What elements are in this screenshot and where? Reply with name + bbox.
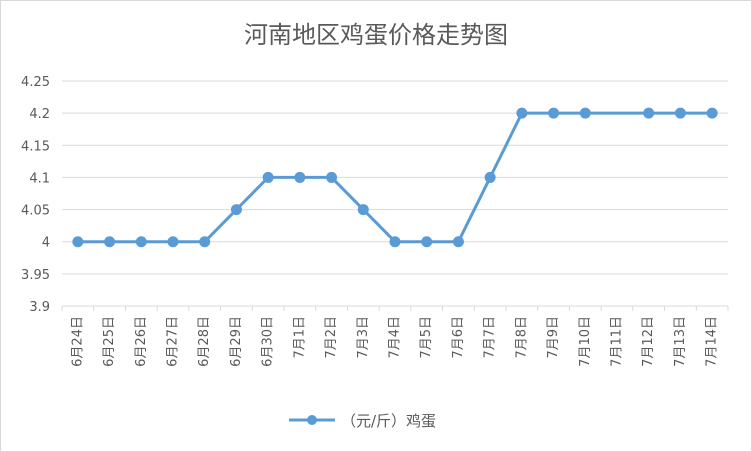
data-point [674,107,686,119]
x-tick-label: 6月25日 [102,316,117,367]
data-point [104,236,116,248]
data-point [72,236,84,248]
data-point [421,236,433,248]
x-tick-label: 7月5日 [419,316,434,359]
data-point [579,107,591,119]
x-tick-label: 7月12日 [641,316,656,367]
data-point [452,236,464,248]
y-tick-label: 4.15 [21,139,50,154]
y-tick-label: 4.2 [29,107,50,122]
y-tick-label: 4.25 [21,75,50,90]
x-tick-label: 6月30日 [261,316,276,367]
y-tick-label: 4.05 [21,204,50,219]
data-point [516,107,528,119]
x-tick-label: 7月2日 [324,316,339,359]
x-tick-label: 7月6日 [451,316,466,359]
data-point [326,171,338,183]
y-tick-label: 3.9 [29,300,50,315]
x-tick-label: 7月11日 [610,316,625,367]
x-tick-label: 6月29日 [229,316,244,367]
data-point [167,236,179,248]
x-tick-label: 7月10日 [578,316,593,367]
x-tick-label: 7月14日 [705,316,720,367]
y-tick-label: 3.95 [21,268,50,283]
x-tick-label: 6月28日 [197,316,212,367]
data-point [484,171,496,183]
data-point [389,236,401,248]
x-tick-label: 7月13日 [673,316,688,367]
data-point [643,107,655,119]
data-point [357,204,369,216]
y-tick-label: 4.1 [29,171,50,186]
data-point [548,107,560,119]
x-tick-label: 7月9日 [546,316,561,359]
data-point [230,204,242,216]
legend-marker [307,415,317,425]
x-tick-label: 7月7日 [483,316,498,359]
data-point [135,236,147,248]
x-tick-label: 6月27日 [166,316,181,367]
chart-title: 河南地区鸡蛋价格走势图 [244,21,508,49]
data-point [294,171,306,183]
data-point [706,107,718,119]
x-tick-label: 6月26日 [134,316,149,367]
y-tick-label: 4 [42,236,50,251]
x-tick-label: 7月1日 [292,316,307,359]
data-point [199,236,211,248]
data-point [262,171,274,183]
x-tick-label: 7月4日 [388,316,403,359]
x-tick-label: 7月3日 [356,316,371,359]
x-tick-label: 7月8日 [514,316,529,359]
legend-label: （元/斤）鸡蛋 [341,412,436,430]
x-tick-label: 6月24日 [70,316,85,367]
